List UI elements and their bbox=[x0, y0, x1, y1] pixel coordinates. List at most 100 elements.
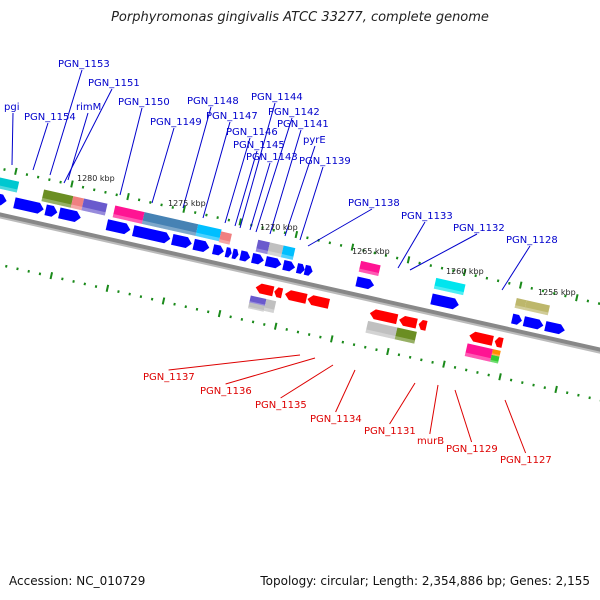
gene-shade bbox=[524, 307, 549, 316]
gene-feature-box bbox=[490, 354, 500, 364]
scale-tick bbox=[588, 396, 591, 400]
forward-gene-label[interactable]: PGN_1133 bbox=[401, 211, 453, 222]
gene-feature-box bbox=[70, 196, 85, 211]
forward-gene-label[interactable]: PGN_1143 bbox=[246, 152, 298, 163]
forward-gene-label[interactable]: PGN_1142 bbox=[268, 107, 320, 118]
scale-tick bbox=[375, 348, 378, 352]
forward-gene-arrow bbox=[0, 193, 7, 206]
accession-text: Accession: NC_010729 bbox=[9, 574, 146, 588]
scale-label: 1280 kbp bbox=[77, 174, 115, 183]
forward-gene-arrow bbox=[224, 247, 232, 258]
reverse-gene-label[interactable]: murB bbox=[417, 436, 444, 447]
reverse-gene-label[interactable]: PGN_1127 bbox=[500, 455, 552, 466]
scale-tick bbox=[14, 167, 18, 175]
scale-tick bbox=[498, 373, 502, 381]
forward-gene-label[interactable]: pyrE bbox=[303, 135, 326, 146]
gene-feature-box bbox=[267, 242, 284, 258]
forward-label-leader bbox=[63, 88, 113, 184]
reverse-gene-arrow bbox=[307, 295, 330, 309]
reverse-gene-arrow bbox=[494, 337, 504, 348]
scale-tick bbox=[373, 251, 376, 255]
forward-gene-label[interactable]: PGN_1148 bbox=[187, 96, 239, 107]
gene-feature-box bbox=[280, 245, 296, 260]
map-title: Porphyromonas gingivalis ATCC 33277, com… bbox=[111, 10, 489, 25]
forward-gene-label[interactable]: PGN_1128 bbox=[506, 235, 558, 246]
scale-tick bbox=[83, 282, 87, 286]
gene-shade bbox=[81, 206, 106, 216]
forward-gene-label[interactable]: PGN_1138 bbox=[348, 198, 400, 209]
scale-tick bbox=[453, 365, 457, 369]
forward-label-leader bbox=[409, 233, 478, 271]
forward-gene-label[interactable]: PGN_1141 bbox=[277, 119, 329, 130]
scale-tick bbox=[238, 218, 242, 226]
gene-feature-box bbox=[365, 320, 398, 340]
gene-shade bbox=[491, 353, 500, 357]
forward-gene-label[interactable]: PGN_1153 bbox=[58, 59, 110, 70]
reverse-gene-label[interactable]: PGN_1129 bbox=[446, 444, 498, 455]
reverse-gene-label[interactable]: PGN_1131 bbox=[364, 426, 416, 437]
reverse-gene-arrow bbox=[399, 315, 418, 329]
reverse-label-leader bbox=[168, 354, 301, 371]
gene-shade bbox=[70, 204, 83, 211]
forward-gene-arrow bbox=[264, 256, 282, 269]
gene-feature-box bbox=[464, 343, 493, 362]
backbone-shadow bbox=[0, 204, 600, 366]
scale-tick bbox=[541, 289, 545, 293]
scale-tick bbox=[184, 305, 188, 309]
reverse-gene-label[interactable]: PGN_1134 bbox=[310, 414, 362, 425]
gene-shade bbox=[433, 285, 464, 296]
reverse-gene-label[interactable]: PGN_1137 bbox=[143, 372, 195, 383]
scale-tick bbox=[330, 335, 334, 343]
reverse-gene-label[interactable]: PGN_1136 bbox=[200, 386, 252, 397]
scale-tick bbox=[294, 230, 299, 239]
forward-gene-label[interactable]: PGN_1139 bbox=[299, 156, 351, 167]
forward-label-leader bbox=[182, 106, 212, 209]
gene-shade bbox=[280, 253, 294, 260]
forward-gene-arrow bbox=[44, 204, 58, 217]
forward-gene-label[interactable]: PGN_1147 bbox=[206, 111, 258, 122]
scale-tick bbox=[173, 302, 176, 306]
forward-gene-label[interactable]: pgi bbox=[4, 102, 19, 113]
forward-gene-label[interactable]: PGN_1144 bbox=[251, 92, 303, 103]
forward-gene-label[interactable]: PGN_1146 bbox=[226, 127, 278, 138]
gene-feature-box bbox=[141, 212, 199, 236]
scale-tick bbox=[408, 355, 412, 359]
forward-label-leader bbox=[151, 127, 175, 204]
forward-gene-arrow bbox=[295, 263, 305, 274]
scale-tick bbox=[362, 248, 365, 252]
scale-tick bbox=[273, 322, 278, 330]
scale-tick bbox=[160, 203, 163, 207]
scale-tick bbox=[59, 180, 62, 184]
forward-gene-label[interactable]: PGN_1145 bbox=[233, 140, 285, 151]
scale-tick bbox=[420, 358, 423, 362]
forward-gene-label[interactable]: PGN_1151 bbox=[88, 78, 140, 89]
reverse-gene-label[interactable]: PGN_1135 bbox=[255, 400, 307, 411]
scale-tick bbox=[61, 277, 64, 281]
scale-tick bbox=[105, 284, 110, 292]
forward-gene-arrow bbox=[430, 293, 459, 310]
forward-gene-label[interactable]: PGN_1149 bbox=[150, 117, 202, 128]
scale-tick bbox=[518, 281, 523, 289]
scale-label: 1265 kbp bbox=[352, 247, 390, 256]
gene-shade bbox=[464, 352, 491, 362]
scale-tick bbox=[36, 175, 40, 179]
reverse-gene-arrow bbox=[274, 287, 284, 299]
forward-gene-arrow bbox=[132, 225, 171, 244]
forward-gene-label[interactable]: PGN_1154 bbox=[24, 112, 76, 123]
forward-gene-label[interactable]: PGN_1132 bbox=[453, 223, 505, 234]
scale-tick bbox=[476, 371, 479, 374]
scale-tick bbox=[552, 291, 556, 295]
gene-feature-box bbox=[41, 189, 74, 208]
forward-gene-label[interactable]: rimM bbox=[76, 102, 101, 113]
gene-feature-box bbox=[491, 349, 501, 357]
scale-tick bbox=[272, 228, 275, 232]
forward-label-leader bbox=[501, 245, 531, 291]
scale-tick bbox=[171, 206, 175, 209]
forward-gene-label[interactable]: PGN_1150 bbox=[118, 97, 170, 108]
gene-feature-box bbox=[218, 231, 232, 245]
scale-tick bbox=[565, 391, 569, 395]
genome-summary-text: Topology: circular; Length: 2,354,886 bp… bbox=[260, 574, 590, 588]
forward-label-leader bbox=[299, 166, 324, 241]
scale-tick bbox=[306, 236, 309, 240]
gene-shade bbox=[514, 305, 525, 311]
